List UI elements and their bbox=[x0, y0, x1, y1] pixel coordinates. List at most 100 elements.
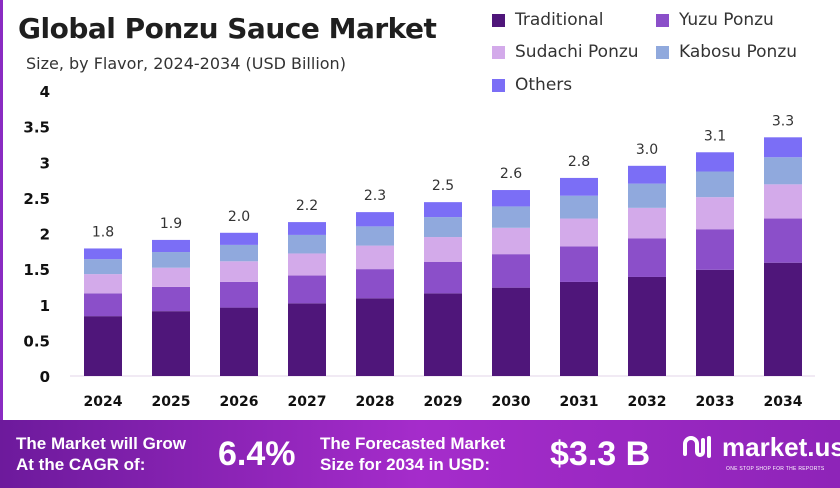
y-tick-label: 0 bbox=[40, 368, 50, 386]
brand-logo: market.us bbox=[682, 434, 840, 460]
x-tick-label: 2034 bbox=[764, 394, 803, 410]
bar-segment-traditional bbox=[696, 269, 734, 376]
bar-total-label: 3.1 bbox=[704, 128, 726, 144]
bar-segment-kabosu-ponzu bbox=[152, 252, 190, 268]
forecast-label: The Forecasted Market Size for 2034 in US… bbox=[320, 433, 530, 475]
x-tick-label: 2028 bbox=[356, 394, 395, 410]
bar-segment-sudachi-ponzu bbox=[356, 245, 394, 270]
bar-segment-others bbox=[424, 202, 462, 218]
x-tick-label: 2033 bbox=[696, 394, 735, 410]
forecast-label-line: The Forecasted Market bbox=[320, 434, 506, 453]
logo-icon bbox=[683, 436, 711, 458]
legend-item-sudachi: Sudachi Ponzu bbox=[492, 42, 639, 62]
x-tick-label: 2029 bbox=[424, 394, 463, 410]
bar-segment-yuzu-ponzu bbox=[628, 238, 666, 277]
bar-segment-traditional bbox=[220, 307, 258, 376]
bar-segment-sudachi-ponzu bbox=[492, 227, 530, 255]
bar-segment-kabosu-ponzu bbox=[628, 183, 666, 208]
cagr-label-line: The Market will Grow bbox=[16, 434, 187, 453]
bar-total-label: 1.9 bbox=[160, 216, 182, 232]
legend-item-kabosu: Kabosu Ponzu bbox=[656, 42, 797, 62]
cagr-label-line: At the CAGR of: bbox=[16, 455, 146, 474]
bar-total-label: 1.8 bbox=[92, 224, 114, 240]
bar-segment-sudachi-ponzu bbox=[424, 237, 462, 262]
frame-border bbox=[0, 0, 3, 420]
legend-item-yuzu: Yuzu Ponzu bbox=[656, 10, 774, 30]
y-tick-label: 1.5 bbox=[23, 261, 50, 279]
bar-segment-traditional bbox=[152, 311, 190, 376]
x-tick-label: 2031 bbox=[560, 394, 599, 410]
bar-total-label: 2.2 bbox=[296, 198, 318, 214]
bar-segment-others bbox=[288, 222, 326, 235]
brand-tagline: ONE STOP SHOP FOR THE REPORTS bbox=[726, 466, 825, 472]
forecast-value: $3.3 B bbox=[550, 435, 651, 473]
y-tick-label: 4 bbox=[40, 83, 50, 101]
bar-segment-others bbox=[152, 239, 190, 253]
bar-total-label: 2.5 bbox=[432, 178, 454, 194]
bar-segment-kabosu-ponzu bbox=[220, 244, 258, 262]
bar-segment-kabosu-ponzu bbox=[492, 206, 530, 228]
legend-label: Sudachi Ponzu bbox=[515, 42, 639, 62]
bar-segment-traditional bbox=[288, 303, 326, 376]
bar-segment-traditional bbox=[356, 298, 394, 376]
bar-segment-others bbox=[628, 165, 666, 184]
footer-banner: The Market will Grow At the CAGR of: 6.4%… bbox=[0, 420, 840, 488]
bar-segment-kabosu-ponzu bbox=[764, 157, 802, 185]
legend-swatch bbox=[656, 13, 669, 27]
bar-segment-traditional bbox=[424, 293, 462, 376]
chart-subtitle: Size, by Flavor, 2024-2034 (USD Billion) bbox=[26, 54, 346, 73]
bar-segment-kabosu-ponzu bbox=[288, 234, 326, 254]
bar-segment-sudachi-ponzu bbox=[84, 274, 122, 294]
bar-segment-yuzu-ponzu bbox=[356, 269, 394, 299]
bar-segment-sudachi-ponzu bbox=[152, 267, 190, 287]
bar-segment-traditional bbox=[84, 316, 122, 376]
y-tick-label: 3 bbox=[40, 154, 50, 172]
bar-segment-sudachi-ponzu bbox=[764, 184, 802, 219]
legend-label: Traditional bbox=[515, 10, 604, 30]
legend-label: Kabosu Ponzu bbox=[679, 42, 798, 62]
legend-label: Yuzu Ponzu bbox=[679, 10, 774, 30]
bar-segment-kabosu-ponzu bbox=[84, 259, 122, 275]
bar-segment-sudachi-ponzu bbox=[560, 218, 598, 247]
bar-total-label: 3.0 bbox=[636, 142, 658, 158]
legend-swatch bbox=[492, 78, 505, 92]
cagr-label: The Market will Grow At the CAGR of: bbox=[16, 433, 211, 475]
y-tick-label: 1 bbox=[40, 297, 50, 315]
y-tick-label: 0.5 bbox=[23, 332, 50, 350]
bar-segment-sudachi-ponzu bbox=[696, 197, 734, 230]
bar-total-label: 2.8 bbox=[568, 154, 590, 170]
bar-segment-yuzu-ponzu bbox=[560, 246, 598, 282]
bar-segment-others bbox=[220, 232, 258, 245]
bar-total-label: 2.3 bbox=[364, 188, 386, 204]
chart-title: Global Ponzu Sauce Market bbox=[18, 12, 437, 45]
x-tick-label: 2030 bbox=[492, 394, 531, 410]
bar-segment-others bbox=[492, 190, 530, 207]
y-tick-label: 2.5 bbox=[23, 190, 50, 208]
x-tick-label: 2024 bbox=[84, 394, 123, 410]
brand-name: market.us bbox=[722, 432, 840, 462]
bar-segment-traditional bbox=[628, 276, 666, 376]
bar-segment-traditional bbox=[492, 287, 530, 376]
bar-total-label: 3.3 bbox=[772, 113, 794, 129]
bar-segment-yuzu-ponzu bbox=[696, 229, 734, 270]
bar-segment-others bbox=[764, 137, 802, 158]
legend-item-traditional: Traditional bbox=[492, 10, 604, 30]
bar-segment-yuzu-ponzu bbox=[152, 286, 190, 312]
bar-segment-yuzu-ponzu bbox=[424, 262, 462, 294]
bar-segment-others bbox=[696, 152, 734, 172]
legend-swatch bbox=[492, 45, 505, 59]
y-tick-label: 3.5 bbox=[23, 119, 50, 137]
bar-segment-sudachi-ponzu bbox=[288, 253, 326, 276]
bar-segment-yuzu-ponzu bbox=[492, 254, 530, 288]
forecast-label-line: Size for 2034 in USD: bbox=[320, 455, 491, 474]
bar-segment-kabosu-ponzu bbox=[560, 195, 598, 219]
bar-segment-kabosu-ponzu bbox=[424, 217, 462, 238]
y-tick-label: 2 bbox=[40, 226, 50, 244]
bar-segment-kabosu-ponzu bbox=[356, 226, 394, 246]
bar-segment-yuzu-ponzu bbox=[764, 218, 802, 263]
bar-segment-others bbox=[560, 177, 598, 196]
x-tick-label: 2026 bbox=[220, 394, 259, 410]
legend-swatch bbox=[492, 13, 505, 27]
bar-segment-yuzu-ponzu bbox=[220, 281, 258, 308]
bar-segment-traditional bbox=[560, 281, 598, 376]
